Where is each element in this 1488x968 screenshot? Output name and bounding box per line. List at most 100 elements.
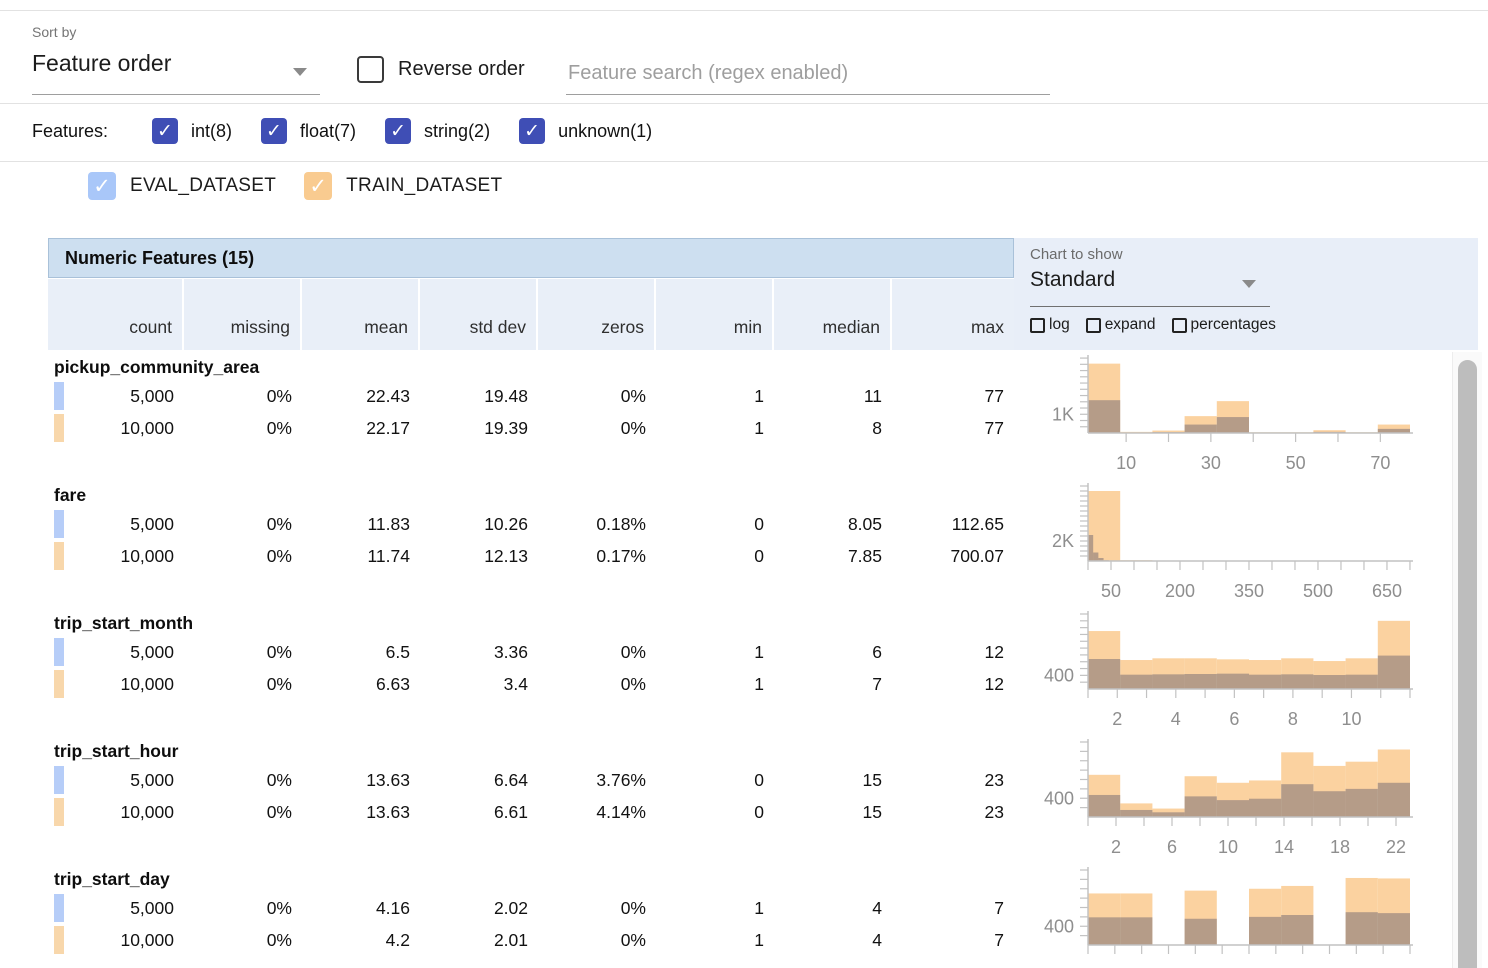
dataset-swatch: [54, 414, 64, 442]
stat-value: 0%: [266, 514, 292, 534]
stats-line-train_dataset: 10,000 0% 22.17 19.39 0% 1 8 77: [48, 412, 1014, 444]
stat-value: 0%: [266, 898, 292, 918]
stat-value: 13.63: [366, 770, 410, 790]
stats-line-eval_dataset: 5,000 0% 6.5 3.36 0% 1 6 12: [48, 636, 1014, 668]
stat-value: 11: [863, 386, 882, 406]
svg-text:350: 350: [1234, 581, 1264, 601]
scrollbar-thumb[interactable]: [1458, 360, 1477, 968]
checkbox-unchecked-icon[interactable]: [1030, 317, 1045, 333]
dataset-toggles: ✓ EVAL_DATASET ✓ TRAIN_DATASET: [88, 172, 502, 200]
svg-text:500: 500: [1303, 581, 1333, 601]
divider: [0, 161, 1488, 162]
stats-line-eval_dataset: 5,000 0% 22.43 19.48 0% 1 11 77: [48, 380, 1014, 412]
checkbox-checked-icon[interactable]: ✓: [304, 172, 333, 200]
stat-value: 0%: [620, 674, 646, 694]
histogram-trip_start_day: 400: [1044, 867, 1413, 954]
stat-value: 11.74: [367, 546, 411, 566]
sort-by-dropdown[interactable]: Feature order: [32, 50, 172, 76]
column-header-count: count: [48, 279, 184, 350]
checkbox-unchecked-icon[interactable]: [1171, 317, 1187, 333]
stat-value: 5,000: [130, 898, 174, 918]
column-header-mean: mean: [302, 279, 420, 350]
feature-row-trip_start_month: trip_start_month 5,000 0% 6.5 3.36 0% 1 6 12 10,0…: [0, 608, 1488, 736]
dataset-swatch: [54, 894, 64, 922]
type-filter-float[interactable]: ✓ float(7): [261, 118, 356, 144]
dataset-toggle-eval_dataset[interactable]: ✓ EVAL_DATASET: [88, 172, 276, 200]
stat-value: 0: [754, 546, 764, 566]
stats-line-train_dataset: 10,000 0% 11.74 12.13 0.17% 0 7.85 700.07: [48, 540, 1014, 572]
svg-text:400: 400: [1044, 788, 1074, 808]
chart-type-dropdown[interactable]: Standard: [1030, 268, 1116, 291]
svg-text:400: 400: [1044, 916, 1074, 936]
stat-value: 4.14%: [596, 802, 646, 822]
stat-value: 700.07: [950, 546, 1004, 566]
column-header-zeros: zeros: [538, 279, 656, 350]
stat-value: 1: [754, 418, 764, 438]
stat-value: 0%: [266, 802, 292, 822]
numeric-features-header: Numeric Features (15): [48, 238, 1014, 278]
stat-value: 10,000: [120, 674, 174, 694]
chart-option-log[interactable]: log: [1030, 316, 1070, 334]
svg-text:50: 50: [1101, 581, 1121, 601]
checkbox-checked-icon[interactable]: ✓: [385, 118, 412, 144]
histogram-fare: 2K 50 200 350 500 650: [1052, 483, 1413, 601]
svg-text:2: 2: [1112, 709, 1122, 729]
stat-value: 0%: [620, 386, 646, 406]
histogram-pickup_community_area: 1K 10 30 50 70: [1052, 355, 1413, 473]
checkbox-checked-icon[interactable]: ✓: [519, 118, 546, 144]
stat-value: 112.65: [951, 514, 1004, 534]
scrollbar-track[interactable]: [1452, 352, 1482, 968]
dataset-swatch: [54, 638, 64, 666]
checkbox-checked-icon[interactable]: ✓: [152, 118, 178, 144]
chart-option-expand[interactable]: expand: [1085, 316, 1156, 334]
dataset-swatch: [54, 382, 64, 410]
svg-text:1K: 1K: [1052, 404, 1074, 424]
stat-value: 6.63: [375, 674, 410, 694]
stats-line-train_dataset: 10,000 0% 6.63 3.4 0% 1 7 12: [48, 668, 1014, 700]
type-filter-unknown[interactable]: ✓ unknown(1): [519, 118, 652, 144]
feature-search-input[interactable]: [566, 52, 1050, 95]
stat-value: 1: [754, 930, 764, 950]
stat-value: 1: [754, 898, 764, 918]
stat-value: 15: [862, 802, 882, 822]
dataset-toggle-train_dataset[interactable]: ✓ TRAIN_DATASET: [304, 172, 502, 200]
chart-options: log expand percentages: [1030, 316, 1276, 334]
stat-value: 0: [754, 514, 764, 534]
stat-value: 15: [862, 770, 882, 790]
type-filter-int[interactable]: ✓ int(8): [152, 118, 232, 144]
checkbox-unchecked-icon[interactable]: [1085, 317, 1101, 333]
stat-value: 23: [984, 770, 1004, 790]
stat-value: 0.17%: [596, 546, 646, 566]
stat-value: 7: [872, 674, 882, 694]
reverse-order-checkbox[interactable]: [357, 56, 384, 83]
stat-value: 0%: [620, 418, 646, 438]
checkbox-checked-icon[interactable]: ✓: [261, 118, 288, 144]
chevron-down-icon: [1242, 280, 1256, 288]
svg-text:6: 6: [1167, 837, 1177, 857]
dataset-label: EVAL_DATASET: [130, 175, 277, 196]
stat-value: 1: [754, 642, 764, 662]
sort-by-underline: [32, 94, 320, 95]
chart-option-label: log: [1049, 316, 1070, 333]
type-filter-string[interactable]: ✓ string(2): [385, 118, 490, 144]
feature-stats: pickup_community_area 5,000 0% 22.43 19.48 0%…: [48, 352, 1014, 444]
stat-value: 0: [754, 770, 764, 790]
dataset-swatch: [54, 798, 64, 826]
divider: [0, 103, 1488, 104]
histogram-trip_start_hour: 400 2 6 10 14 18 22: [1044, 739, 1413, 857]
stat-value: 10,000: [120, 546, 174, 566]
stat-value: 0%: [266, 418, 292, 438]
feature-name: trip_start_hour: [54, 741, 179, 761]
checkbox-checked-icon[interactable]: ✓: [88, 172, 116, 200]
svg-text:10: 10: [1218, 837, 1238, 857]
numeric-features-title: Numeric Features (15): [65, 247, 255, 268]
stat-value: 3.4: [503, 674, 528, 694]
stat-value: 5,000: [130, 642, 174, 662]
svg-text:8: 8: [1288, 709, 1298, 729]
feature-row-fare: fare 5,000 0% 11.83 10.26 0.18% 0 8.05 112.65 10,…: [0, 480, 1488, 608]
chart-to-show-label: Chart to show: [1030, 246, 1123, 263]
stats-line-eval_dataset: 5,000 0% 4.16 2.02 0% 1 4 7: [48, 892, 1014, 924]
svg-text:4: 4: [1171, 709, 1181, 729]
chart-option-percentages[interactable]: percentages: [1171, 316, 1276, 334]
